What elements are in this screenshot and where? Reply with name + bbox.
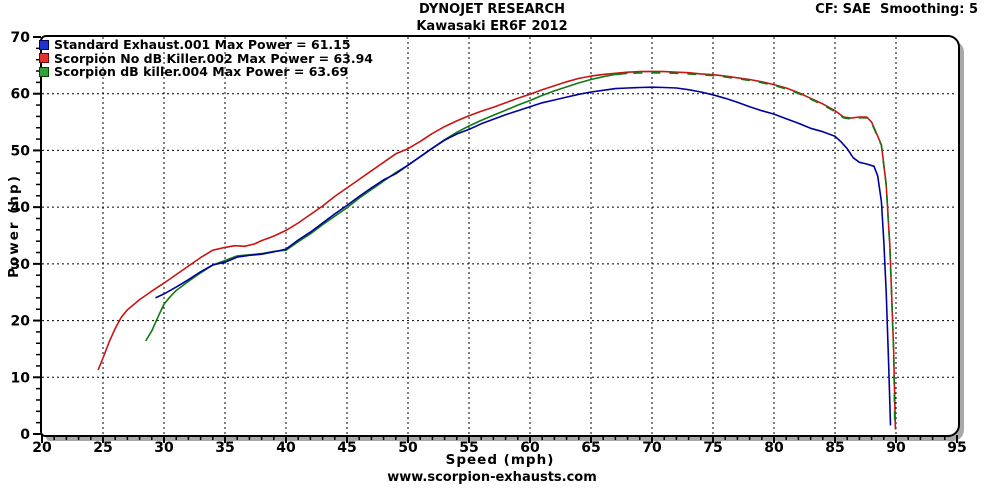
svg-text:60: 60 bbox=[520, 440, 540, 456]
svg-text:40: 40 bbox=[11, 200, 31, 216]
website-link: www.scorpion-exhausts.com bbox=[387, 470, 597, 485]
svg-text:90: 90 bbox=[886, 440, 906, 456]
svg-text:65: 65 bbox=[581, 440, 600, 456]
svg-text:20: 20 bbox=[11, 314, 31, 330]
legend-swatch-icon bbox=[39, 66, 49, 77]
svg-text:60: 60 bbox=[11, 87, 31, 103]
svg-text:50: 50 bbox=[11, 143, 31, 159]
correction-smoothing-info: CF: SAE Smoothing: 5 bbox=[815, 2, 978, 17]
legend-item: Standard Exhaust.001 Max Power = 61.15 bbox=[39, 37, 373, 53]
legend-label: Standard Exhaust.001 Max Power = 61.15 bbox=[54, 37, 351, 53]
svg-text:10: 10 bbox=[11, 370, 31, 386]
svg-text:70: 70 bbox=[11, 30, 31, 46]
svg-text:50: 50 bbox=[398, 440, 418, 456]
svg-text:30: 30 bbox=[154, 440, 174, 456]
plot-frame bbox=[40, 35, 960, 437]
svg-text:20: 20 bbox=[32, 440, 52, 456]
svg-text:85: 85 bbox=[825, 440, 844, 456]
legend-label: Scorpion dB killer.004 Max Power = 63.69 bbox=[54, 64, 349, 80]
series-line-scorpion-db-killer-overlap bbox=[615, 72, 896, 428]
svg-text:55: 55 bbox=[459, 440, 478, 456]
series-line-scorpion-no-db bbox=[97, 70, 897, 430]
series-line-scorpion-db-killer bbox=[145, 72, 628, 342]
svg-text:45: 45 bbox=[337, 440, 356, 456]
svg-text:75: 75 bbox=[703, 440, 722, 456]
svg-text:35: 35 bbox=[215, 440, 234, 456]
svg-text:40: 40 bbox=[276, 440, 296, 456]
svg-text:0: 0 bbox=[20, 427, 30, 443]
page-subtitle: Kawasaki ER6F 2012 bbox=[416, 19, 568, 34]
legend-label: Scorpion No dB Killer.002 Max Power = 63… bbox=[54, 50, 374, 66]
gridlines bbox=[42, 37, 957, 434]
chart-legend: Standard Exhaust.001 Max Power = 61.15 Sc… bbox=[39, 37, 374, 80]
legend-item: Scorpion dB killer.004 Max Power = 63.69 bbox=[39, 64, 373, 80]
svg-text:25: 25 bbox=[93, 440, 112, 456]
x-axis-title: Speed (mph) bbox=[445, 452, 555, 468]
axis-ticks bbox=[33, 36, 958, 443]
svg-text:30: 30 bbox=[11, 257, 31, 273]
legend-swatch-icon bbox=[39, 39, 49, 50]
svg-text:80: 80 bbox=[764, 440, 784, 456]
page-title: DYNOJET RESEARCH bbox=[419, 2, 565, 17]
y-axis-title: Power (hp) bbox=[6, 174, 22, 278]
tick-labels: 20 25 30 35 40 45 50 55 60 65 70 75 80 85 90 95 0 10 20 30 4… bbox=[11, 30, 967, 456]
legend-swatch-icon bbox=[39, 53, 49, 64]
svg-text:70: 70 bbox=[642, 440, 662, 456]
legend-item: Scorpion No dB Killer.002 Max Power = 63… bbox=[39, 50, 374, 66]
svg-text:95: 95 bbox=[947, 440, 966, 456]
series-line-standard-exhaust bbox=[155, 86, 892, 426]
